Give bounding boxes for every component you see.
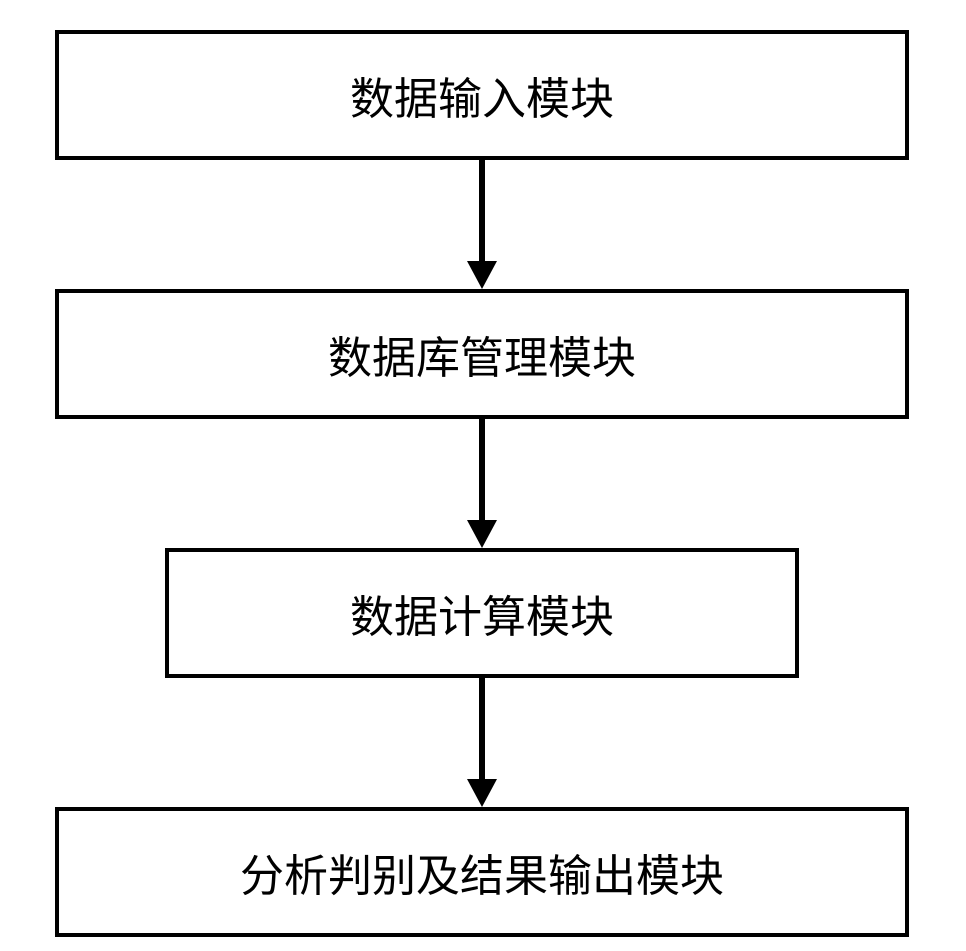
flow-arrow-head bbox=[467, 261, 497, 292]
flow-node-n4: 分析判别及结果输出模块 bbox=[55, 807, 909, 937]
flow-node-n2: 数据库管理模块 bbox=[55, 289, 909, 419]
flow-node-label: 分析判别及结果输出模块 bbox=[240, 840, 724, 904]
flow-node-label: 数据计算模块 bbox=[350, 581, 614, 645]
flow-arrow-line bbox=[479, 678, 485, 779]
flow-arrow-line bbox=[479, 160, 485, 261]
flowchart-container: 数据输入模块数据库管理模块数据计算模块分析判别及结果输出模块 bbox=[0, 0, 966, 951]
flow-node-label: 数据输入模块 bbox=[350, 63, 614, 127]
flow-arrow-head bbox=[467, 779, 497, 810]
flow-arrow-head bbox=[467, 520, 497, 551]
flow-node-label: 数据库管理模块 bbox=[328, 322, 636, 386]
flow-arrow-line bbox=[479, 419, 485, 520]
flow-node-n3: 数据计算模块 bbox=[165, 548, 799, 678]
flow-node-n1: 数据输入模块 bbox=[55, 30, 909, 160]
